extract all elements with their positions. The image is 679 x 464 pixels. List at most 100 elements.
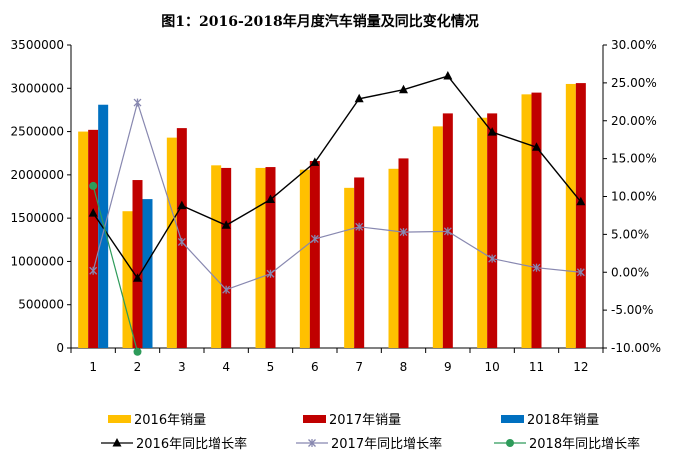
bar-2016-6	[299, 169, 310, 348]
point-2017年同比增长率-8	[399, 228, 408, 237]
x-tick-label: 6	[311, 360, 319, 374]
left-y-axis: 0 500000 1000000 1500000 2000000 2500000 30000…	[11, 38, 71, 355]
left-tick-label: 2500000	[11, 125, 64, 139]
legend-label: 2017年销量	[329, 413, 401, 428]
point-2017年同比增长率-3	[177, 237, 186, 246]
line-2017年同比增长率	[92, 100, 581, 291]
legend-swatch	[501, 415, 524, 423]
chart-title: 图1：2016-2018年月度汽车销量及同比变化情况	[161, 13, 478, 30]
point-2018年同比增长率-1	[89, 181, 98, 190]
bar-2017-1	[88, 129, 99, 348]
point-2016年同比增长率-8	[399, 84, 408, 94]
bar-2016-8	[388, 168, 399, 348]
point-2017年同比增长率-7	[355, 222, 364, 231]
x-tick-label: 8	[400, 360, 408, 374]
point-2016年同比增长率-6	[310, 157, 320, 166]
point-2016年同比增长率-2	[133, 273, 142, 282]
bar-2016-4	[211, 165, 222, 348]
x-tick-label: 10	[485, 360, 500, 374]
right-tick-label: 20.00%	[611, 114, 657, 128]
right-tick-label: -5.00%	[611, 303, 653, 317]
bar-group	[78, 83, 586, 349]
legend-item: 2018年销量	[501, 413, 599, 428]
legend-label: 2017年同比增长率	[331, 436, 442, 452]
point-2017年同比增长率-4	[222, 285, 231, 294]
x-tick-label: 11	[529, 360, 544, 374]
left-tick-label: 3000000	[11, 81, 64, 95]
point-2017年同比增长率-12	[576, 268, 585, 277]
x-tick-label: 5	[267, 360, 275, 374]
bar-2017-8	[398, 158, 409, 348]
point-2018年同比增长率-2	[133, 347, 142, 356]
legend: 2016年销量 2017年销量 2018年销量 2016年同比增长率 2017年同比增长…	[101, 413, 640, 452]
legend-item: 2016年销量	[108, 413, 206, 428]
left-tick-label: 1000000	[11, 254, 64, 268]
legend-item: 2017年销量	[303, 413, 401, 428]
bar-2018-1	[98, 104, 109, 348]
legend-marker	[112, 438, 122, 447]
bar-2016-2	[122, 211, 133, 348]
point-2017年同比增长率-10	[488, 254, 497, 263]
point-2016年同比增长率-10	[487, 127, 497, 136]
bar-2016-5	[255, 167, 266, 348]
bar-2016-3	[166, 137, 177, 348]
bar-2017-12	[575, 83, 586, 348]
left-tick-label: 0	[56, 341, 64, 355]
bar-2018-2	[142, 199, 153, 348]
bar-2017-6	[309, 161, 320, 348]
point-2017年同比增长率-6	[310, 234, 319, 243]
point-2016年同比增长率-11	[532, 142, 541, 151]
bar-2017-5	[265, 167, 276, 348]
x-tick-label: 12	[573, 360, 588, 374]
bar-2016-7	[344, 187, 355, 348]
legend-label: 2018年销量	[527, 413, 599, 428]
point-2017年同比增长率-1	[89, 266, 98, 275]
point-2016年同比增长率-7	[354, 93, 364, 103]
bar-2017-7	[354, 177, 365, 348]
x-axis: 1 2 3 4 5 6 7 8 9 10 11 12	[70, 348, 604, 374]
x-tick-label: 3	[178, 360, 186, 374]
right-tick-label: 5.00%	[611, 227, 649, 241]
point-2017年同比增长率-5	[266, 269, 275, 278]
legend-swatch	[303, 415, 326, 423]
legend-label: 2016年同比增长率	[136, 436, 247, 452]
right-tick-label: 25.00%	[611, 76, 657, 90]
right-y-axis: -10.00% -5.00% 0.00% 5.00% 10.00% 15.00% 20.00…	[603, 38, 661, 355]
x-tick-label: 7	[355, 360, 363, 374]
legend-label: 2018年同比增长率	[529, 436, 640, 452]
point-2016年同比增长率-9	[443, 71, 453, 80]
right-tick-label: -10.00%	[611, 341, 661, 355]
bar-2017-2	[132, 180, 143, 348]
bar-2017-11	[531, 92, 542, 348]
line-group	[88, 71, 586, 356]
bar-2016-11	[521, 94, 532, 349]
bar-2017-10	[487, 113, 498, 349]
left-tick-label: 2000000	[11, 168, 64, 182]
point-2016年同比增长率-1	[88, 208, 98, 217]
left-tick-label: 500000	[18, 298, 64, 312]
x-tick-label: 4	[222, 360, 230, 374]
bar-2016-1	[78, 131, 89, 348]
point-2016年同比增长率-5	[266, 194, 275, 204]
x-tick-label: 1	[89, 360, 97, 374]
bar-2017-4	[221, 167, 232, 348]
legend-item: 2016年同比增长率	[101, 436, 247, 452]
line-2016年同比增长率	[92, 75, 582, 280]
bar-2016-12	[565, 83, 576, 348]
legend-swatch	[108, 415, 131, 423]
x-tick-label: 2	[134, 360, 142, 374]
point-2016年同比增长率-4	[221, 220, 231, 229]
legend-item: 2017年同比增长率	[296, 436, 442, 452]
legend-marker	[506, 439, 514, 447]
point-2017年同比增长率-11	[532, 263, 541, 272]
bar-2016-9	[432, 126, 443, 349]
left-tick-label: 3500000	[11, 38, 64, 52]
point-2017年同比增长率-2	[133, 98, 142, 107]
right-tick-label: 30.00%	[611, 38, 657, 52]
legend-marker	[308, 439, 316, 447]
point-2017年同比增长率-9	[443, 227, 452, 236]
legend-item: 2018年同比增长率	[494, 436, 640, 452]
point-2016年同比增长率-3	[177, 200, 187, 210]
right-tick-label: 0.00%	[611, 265, 649, 279]
